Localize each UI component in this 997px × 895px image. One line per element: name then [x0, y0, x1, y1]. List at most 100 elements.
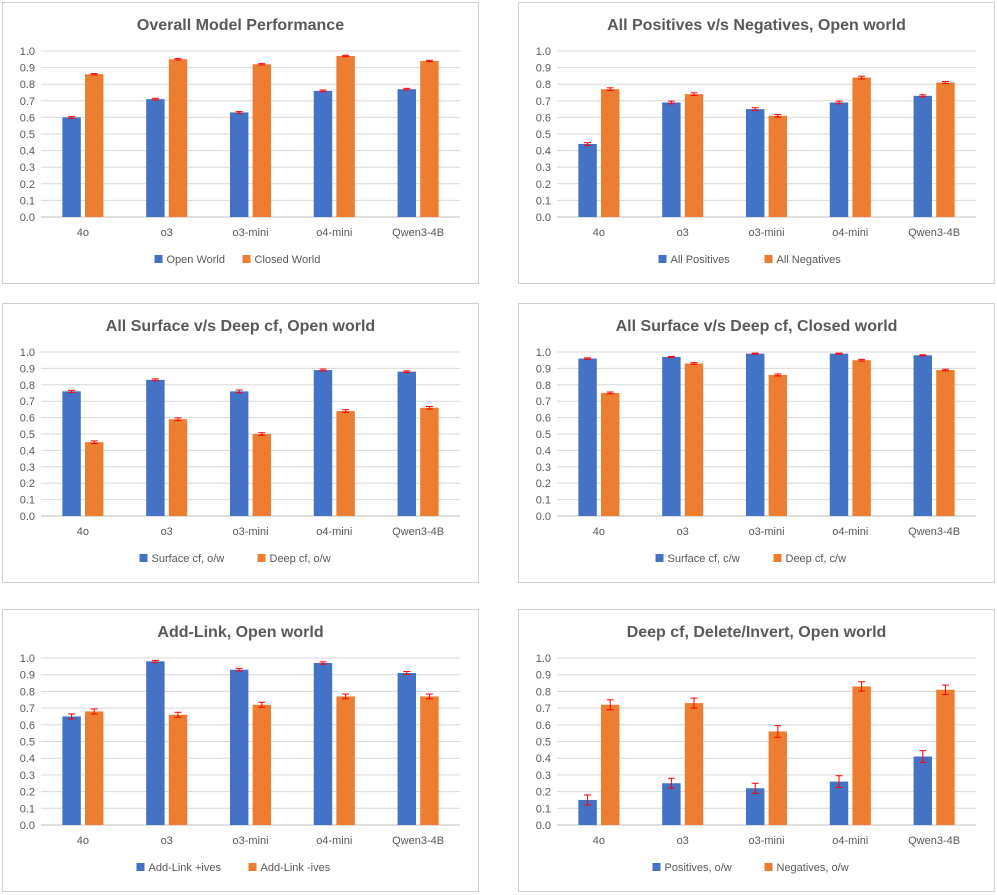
- chart-panel-surface-vs-deep-closed: All Surface v/s Deep cf, Closed world 0.0…: [518, 303, 995, 583]
- bar-series-2: [684, 363, 704, 516]
- bar-series-1: [313, 90, 333, 217]
- y-tick-label: 0.6: [20, 413, 35, 425]
- legend-label: Add-Link -ives: [261, 862, 331, 874]
- y-tick-label: 0.0: [536, 820, 551, 832]
- y-tick-label: 0.3: [536, 770, 551, 782]
- category-label: o4-mini: [832, 526, 868, 538]
- chart-svg-overall-model-performance: Overall Model Performance 0.0 0.1 0.2 0.3 0.4…: [20, 17, 460, 266]
- y-tick-label: 0.7: [536, 703, 551, 715]
- bar-series-1: [913, 355, 933, 516]
- bar-series-1: [578, 143, 597, 217]
- category-label: o3-mini: [748, 835, 784, 847]
- y-tick-label: 0.2: [536, 478, 551, 490]
- legend-swatch: [154, 255, 163, 263]
- bar-series-2: [420, 696, 439, 825]
- y-tick-label: 0.4: [20, 753, 35, 765]
- y-tick-label: 1.0: [20, 347, 35, 359]
- bar-series-2: [852, 686, 871, 825]
- chart-title: All Positives v/s Negatives, Open world: [607, 17, 906, 34]
- bar-series-2: [336, 55, 355, 218]
- y-tick-label: 0.0: [536, 511, 551, 523]
- y-tick-label: 0.8: [20, 79, 35, 91]
- y-tick-label: 0.6: [20, 112, 35, 124]
- chart-title: Overall Model Performance: [137, 17, 344, 34]
- category-label: Qwen3-4B: [392, 835, 444, 847]
- chart-panel-add-link: Add-Link, Open world 0.0 0.1 0.2 0.3 0.4 0.5 0.…: [2, 609, 479, 892]
- bar-series-2: [168, 714, 188, 825]
- bar-series-1: [662, 102, 681, 217]
- category-label: o4-mini: [316, 526, 352, 538]
- legend-swatch: [764, 863, 773, 871]
- y-tick-label: 0.2: [536, 787, 551, 799]
- bar-series-1: [229, 112, 249, 217]
- legend-swatch: [658, 255, 667, 263]
- chart-title: Deep cf, Delete/Invert, Open world: [627, 624, 887, 641]
- bar-series-1: [313, 370, 333, 516]
- bar-series-1: [578, 358, 597, 516]
- y-tick-label: 0.3: [20, 462, 35, 474]
- bar-series-2: [852, 77, 871, 217]
- bar-series-2: [252, 64, 272, 217]
- y-tick-label: 0.9: [20, 363, 35, 375]
- bar-series-2: [768, 115, 788, 217]
- bar-series-1: [397, 371, 417, 516]
- legend-label: Closed World: [255, 254, 321, 266]
- y-tick-label: 0.1: [536, 803, 551, 815]
- chart-svg-surface-vs-deep-closed: All Surface v/s Deep cf, Closed world 0.0…: [536, 318, 976, 565]
- y-tick-label: 0.3: [20, 162, 35, 174]
- category-label: o3: [677, 835, 689, 847]
- y-tick-label: 0.9: [536, 63, 551, 75]
- bar-series-1: [745, 788, 765, 825]
- bar-series-2: [936, 370, 955, 516]
- category-label: o3-mini: [748, 526, 784, 538]
- bar-series-1: [397, 89, 417, 217]
- legend-label: Negatives, o/w: [777, 862, 849, 874]
- bar-series-2: [168, 419, 188, 516]
- y-tick-label: 0.2: [20, 179, 35, 191]
- bar-series-1: [662, 356, 681, 516]
- bar-series-1: [745, 353, 765, 516]
- y-tick-label: 0.4: [20, 146, 35, 158]
- y-tick-label: 0.0: [536, 212, 551, 224]
- y-tick-label: 0.9: [536, 363, 551, 375]
- y-tick-label: 0.4: [536, 753, 551, 765]
- legend-swatch: [136, 863, 145, 871]
- category-label: o3: [677, 227, 689, 239]
- y-tick-label: 1.0: [20, 46, 35, 58]
- y-tick-label: 0.1: [20, 495, 35, 507]
- chart-title: Add-Link, Open world: [157, 624, 323, 641]
- category-label: o4-mini: [316, 227, 352, 239]
- chart-title: All Surface v/s Deep cf, Open world: [106, 318, 375, 335]
- y-tick-label: 0.2: [536, 179, 551, 191]
- bar-series-2: [684, 703, 704, 825]
- bar-series-2: [600, 89, 620, 217]
- y-tick-label: 0.8: [536, 686, 551, 698]
- y-tick-label: 0.8: [536, 380, 551, 392]
- legend-label: Deep cf, c/w: [786, 553, 847, 565]
- bar-series-2: [768, 374, 788, 516]
- y-tick-label: 0.4: [536, 445, 551, 457]
- y-tick-label: 1.0: [536, 46, 551, 58]
- bar-series-2: [420, 407, 439, 516]
- chart-panel-overall-model-performance: Overall Model Performance 0.0 0.1 0.2 0.3 0.4…: [2, 2, 479, 284]
- category-label: Qwen3-4B: [908, 526, 960, 538]
- chart-panel-surface-vs-deep-open: All Surface v/s Deep cf, Open world 0.0 0.…: [2, 303, 479, 583]
- category-label: o3-mini: [748, 227, 784, 239]
- bar-series-2: [600, 393, 620, 516]
- legend-swatch: [773, 554, 782, 562]
- legend-swatch: [257, 554, 266, 562]
- category-label: o3-mini: [232, 526, 268, 538]
- legend-label: Surface cf, o/w: [152, 553, 225, 565]
- legend-swatch: [139, 554, 148, 562]
- chart-svg-add-link: Add-Link, Open world 0.0 0.1 0.2 0.3 0.4 0.5 0.…: [20, 624, 460, 874]
- category-label: 4o: [593, 526, 605, 538]
- bar-series-1: [62, 391, 81, 516]
- bar-series-2: [84, 74, 104, 218]
- y-tick-label: 0.9: [536, 670, 551, 682]
- chart-title: All Surface v/s Deep cf, Closed world: [616, 318, 898, 335]
- category-label: Qwen3-4B: [392, 227, 444, 239]
- y-tick-label: 0.6: [536, 413, 551, 425]
- bar-series-1: [229, 669, 249, 825]
- bar-series-2: [936, 82, 955, 217]
- legend-label: All Positives: [671, 254, 731, 266]
